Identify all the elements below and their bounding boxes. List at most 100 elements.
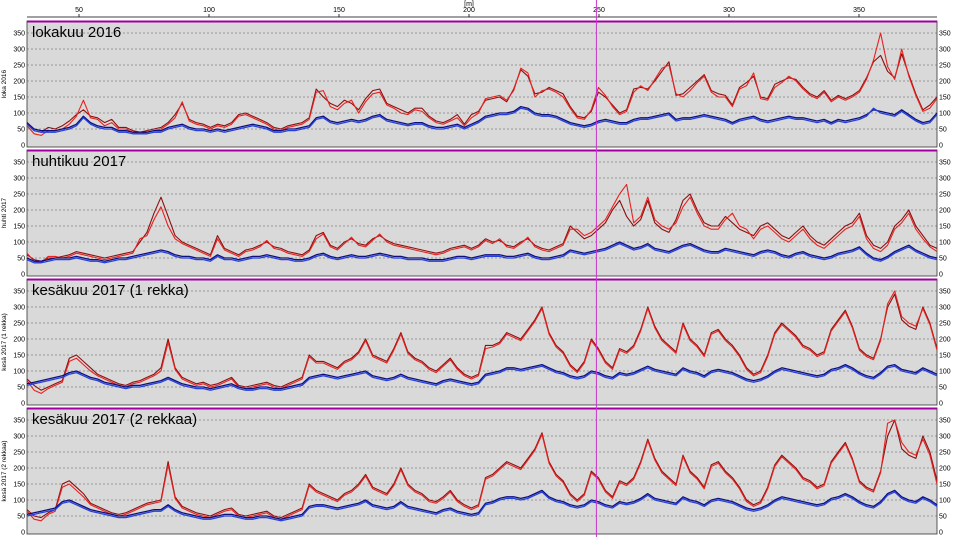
series-line-dark-blue [26,363,938,390]
y-tick-label-right: 200 [939,79,951,86]
y-tick-label-left: 200 [13,337,25,344]
x-tick-label: 250 [593,7,605,14]
y-tick-label-right: 150 [939,224,951,231]
y-tick-label-left: 50 [17,256,25,263]
y-tick-label-left: 300 [13,176,25,183]
x-tick-label: 350 [853,7,865,14]
y-tick-label-left: 350 [13,160,25,167]
y-tick-label-right: 150 [939,482,951,489]
y-tick-label-left: 300 [13,47,25,54]
y-tick-label-left: 150 [13,224,25,231]
y-tick-label-left: 350 [13,31,25,38]
y-tick-label-left: 50 [17,514,25,521]
x-axis-top: 50 100 150 200 250 300 350 [m] [27,1,937,18]
y-tick-label-right: 0 [939,272,943,279]
x-tick-label: 150 [333,7,345,14]
y-tick-label-left: 200 [13,79,25,86]
y-tick-label-left: 250 [13,321,25,328]
y-tick-label-left: 150 [13,95,25,102]
y-tick-label-left: 200 [13,208,25,215]
panel-title: kesäkuu 2017 (1 rekka) [32,282,189,299]
series-line-red [26,290,938,394]
series-line-red [26,419,938,522]
y-tick-label-left: 250 [13,63,25,70]
y-tick-label-left: 300 [13,305,25,312]
y-tick-label-right: 350 [939,418,951,425]
panel-4: 0 0 50 50 100 100 150 150 200 200 250 250 300 300 350 3… [1,407,951,537]
y-tick-label-left: 50 [17,127,25,134]
series-line-blue [26,107,938,135]
series-line-dark-red [26,193,938,262]
series-line-red [26,183,938,264]
y-tick-label-right: 100 [939,369,951,376]
series-line-blue [26,242,938,264]
x-axis-unit: [m] [464,1,474,8]
y-tick-label-left: 50 [17,385,25,392]
y-tick-label-left: 350 [13,418,25,425]
y-tick-label-right: 50 [939,385,947,392]
panel-title: kesäkuu 2017 (2 rekkaa) [32,411,197,428]
x-tick-label: 300 [723,7,735,14]
y-tick-label-right: 300 [939,305,951,312]
series-line-blue [26,365,938,391]
y-tick-label-right: 0 [939,530,943,537]
y-tick-label-left: 100 [13,111,25,118]
y-tick-label-right: 250 [939,63,951,70]
y-tick-label-left: 0 [21,530,25,537]
y-tick-label-right: 300 [939,176,951,183]
panel-2: 0 0 50 50 100 100 150 150 200 200 250 250 300 300 350 3… [1,149,951,279]
series-line-dark-blue [26,105,938,133]
y-tick-label-right: 250 [939,321,951,328]
y-tick-label-right: 50 [939,256,947,263]
y-axis-label: kesä 2017 (2 rekkaa) [1,440,8,501]
y-tick-label-right: 0 [939,143,943,150]
y-axis-label: huhti 2017 [1,197,8,228]
y-tick-label-right: 150 [939,353,951,360]
panel-3: 0 0 50 50 100 100 150 150 200 200 250 250 300 300 350 3… [1,278,951,408]
y-tick-label-left: 350 [13,289,25,296]
y-tick-label-right: 250 [939,450,951,457]
y-axis-label: loka 2016 [1,70,8,99]
y-tick-label-left: 0 [21,272,25,279]
y-tick-label-left: 150 [13,482,25,489]
y-tick-label-right: 200 [939,466,951,473]
y-tick-label-left: 250 [13,192,25,199]
y-tick-label-right: 300 [939,434,951,441]
y-axis-label: kesä 2017 (1 rekka) [1,313,8,370]
y-tick-label-right: 350 [939,160,951,167]
y-tick-label-right: 150 [939,95,951,102]
series-line-red [26,32,938,136]
y-tick-label-left: 250 [13,450,25,457]
panel-1: 0 0 50 50 100 100 150 150 200 200 250 250 300 300 350 3… [1,20,951,150]
y-tick-label-right: 250 [939,192,951,199]
y-tick-label-right: 100 [939,111,951,118]
y-tick-label-left: 100 [13,498,25,505]
x-tick-label: 50 [75,7,83,14]
y-tick-label-right: 350 [939,289,951,296]
y-tick-label-left: 0 [21,143,25,150]
y-tick-label-right: 0 [939,401,943,408]
series-line-dark-blue [26,241,938,262]
series-line-dark-blue [26,489,938,520]
y-tick-label-left: 300 [13,434,25,441]
series-line-dark-red [26,293,938,391]
panel-title: huhtikuu 2017 [32,153,126,170]
y-tick-label-left: 150 [13,353,25,360]
x-tick-label: 100 [203,7,215,14]
y-tick-label-left: 0 [21,401,25,408]
y-tick-label-right: 350 [939,31,951,38]
y-tick-label-right: 50 [939,514,947,521]
y-tick-label-left: 100 [13,369,25,376]
y-tick-label-right: 50 [939,127,947,134]
y-tick-label-right: 300 [939,47,951,54]
y-tick-label-left: 200 [13,466,25,473]
series-line-blue [26,491,938,522]
x-tick-label: 200 [463,7,475,14]
y-tick-label-right: 100 [939,240,951,247]
y-tick-label-right: 200 [939,208,951,215]
y-tick-label-left: 100 [13,240,25,247]
panel-title: lokakuu 2016 [32,24,121,41]
y-tick-label-right: 200 [939,337,951,344]
